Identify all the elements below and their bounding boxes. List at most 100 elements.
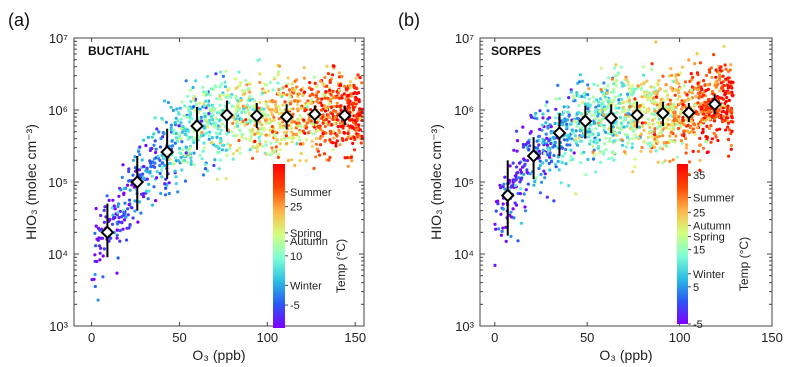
scatter-point [324, 117, 328, 122]
scatter-point [310, 87, 314, 91]
scatter-point [329, 111, 333, 115]
scatter-point [594, 110, 598, 114]
scatter-point [719, 81, 723, 85]
scatter-point [164, 186, 168, 190]
scatter-point [524, 209, 528, 213]
scatter-point [152, 132, 156, 136]
scatter-point [726, 104, 730, 108]
scatter-point [675, 122, 679, 126]
scatter-point [276, 81, 280, 85]
scatter-point [679, 139, 684, 143]
scatter-point [617, 101, 621, 105]
scatter-point [641, 102, 645, 106]
scatter-point [631, 136, 635, 140]
scatter-point [552, 199, 556, 203]
scatter-point [611, 87, 615, 91]
scatter-point [117, 202, 121, 206]
scatter-point [619, 97, 624, 101]
scatter-point [215, 135, 219, 139]
scatter-point [123, 201, 127, 205]
scatter-point [256, 143, 260, 147]
scatter-point [729, 84, 733, 88]
scatter-point [610, 150, 615, 154]
scatter-point [649, 149, 653, 154]
scatter-point [276, 91, 280, 95]
scatter-point [283, 100, 287, 104]
panel-a-site-label: BUCT/AHL [88, 44, 149, 58]
scatter-point [295, 102, 299, 107]
scatter-point [614, 63, 618, 67]
scatter-point [105, 194, 109, 198]
scatter-point [591, 150, 595, 154]
scatter-point [90, 278, 94, 282]
scatter-point [338, 130, 342, 134]
scatter-point [202, 90, 206, 94]
scatter-point [360, 81, 364, 85]
scatter-point [611, 125, 616, 129]
scatter-point [709, 140, 713, 144]
scatter-point [116, 256, 120, 260]
scatter-point [314, 136, 318, 141]
scatter-point [655, 82, 659, 86]
scatter-point [171, 108, 175, 112]
scatter-point [586, 83, 590, 87]
scatter-point [509, 185, 513, 189]
x-tick-label: 150 [344, 330, 366, 345]
scatter-point [240, 132, 244, 136]
scatter-point [708, 70, 712, 74]
scatter-point [696, 101, 700, 105]
scatter-point [597, 104, 601, 108]
panel-a-binned-medians [100, 100, 352, 258]
scatter-point [202, 111, 206, 115]
median-diamond [707, 97, 722, 112]
scatter-point [124, 215, 128, 219]
scatter-point [264, 133, 268, 137]
scatter-point [295, 85, 299, 89]
scatter-point [535, 146, 540, 150]
scatter-point [328, 102, 332, 106]
scatter-point [554, 165, 558, 169]
scatter-point [572, 119, 576, 123]
scatter-point [626, 121, 631, 125]
scatter-point [727, 154, 731, 158]
scatter-point [272, 132, 276, 136]
scatter-point [637, 125, 642, 129]
scatter-point [633, 124, 637, 128]
scatter-point [660, 147, 665, 151]
scatter-point [724, 77, 728, 81]
scatter-point [262, 107, 266, 111]
scatter-point [245, 83, 249, 87]
scatter-point [560, 112, 565, 116]
scatter-point [163, 182, 167, 186]
scatter-point [698, 61, 703, 65]
scatter-point [560, 161, 564, 165]
scatter-point [514, 177, 518, 181]
scatter-point [235, 85, 239, 90]
scatter-point [207, 112, 211, 116]
scatter-point [336, 91, 340, 95]
scatter-point [260, 123, 264, 127]
scatter-point [179, 155, 183, 160]
scatter-point [596, 114, 600, 118]
scatter-point [700, 87, 704, 92]
scatter-point [674, 134, 678, 138]
scatter-point [170, 139, 174, 143]
scatter-point [261, 126, 266, 130]
scatter-point [666, 97, 670, 101]
scatter-point [174, 156, 178, 160]
scatter-point [159, 191, 163, 196]
scatter-point [166, 100, 170, 105]
scatter-point [287, 123, 291, 128]
scatter-point [664, 89, 668, 93]
scatter-point [650, 67, 654, 72]
scatter-point [588, 104, 592, 108]
scatter-point [521, 125, 525, 129]
scatter-point [174, 116, 178, 120]
scatter-point [357, 91, 361, 95]
scatter-point [586, 106, 590, 111]
scatter-point [671, 127, 675, 132]
scatter-point [658, 146, 662, 150]
scatter-point [654, 101, 658, 105]
scatter-point [569, 148, 573, 152]
